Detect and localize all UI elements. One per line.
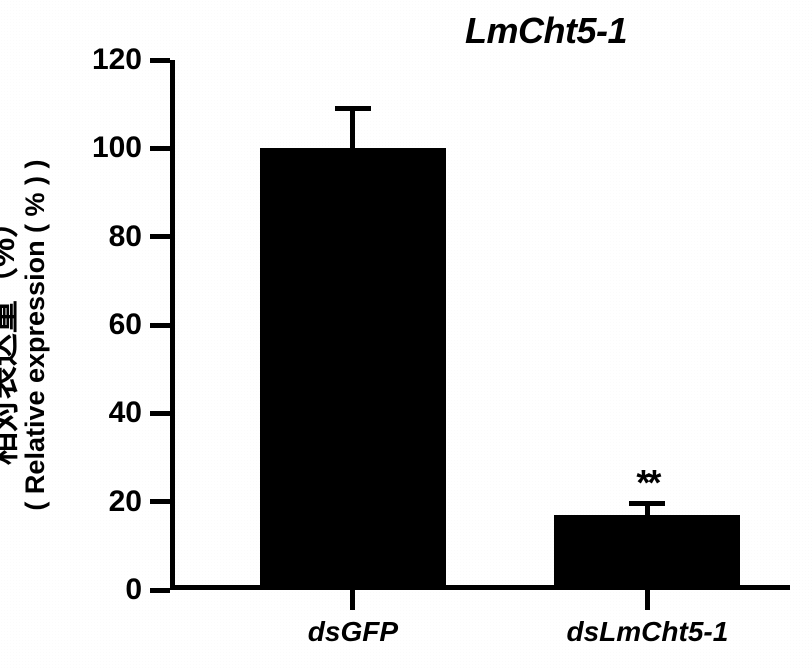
bar xyxy=(554,515,740,590)
y-tick-label: 20 xyxy=(72,485,142,519)
y-axis-label-en: ( Relative expression ( % ) ) xyxy=(21,85,51,585)
x-tick xyxy=(350,590,355,610)
y-tick xyxy=(150,411,170,416)
y-tick xyxy=(150,499,170,504)
error-bar-cap xyxy=(335,106,371,111)
y-tick xyxy=(150,323,170,328)
x-tick-label: dsLmCht5-1 xyxy=(566,616,728,648)
y-tick-label: 60 xyxy=(72,308,142,342)
y-tick-label: 100 xyxy=(72,131,142,165)
chart-title: LmCht5-1 xyxy=(465,10,627,52)
y-axis-label-group: 相对表达量（%） ( Relative expression ( % ) ) xyxy=(0,85,51,585)
y-axis-line xyxy=(170,60,175,590)
y-tick-label: 40 xyxy=(72,396,142,430)
y-tick-label: 80 xyxy=(72,220,142,254)
error-bar-stem xyxy=(350,109,355,149)
y-axis-label-cn: 相对表达量（%） xyxy=(0,85,21,585)
x-tick-label: dsGFP xyxy=(308,616,398,648)
y-tick-label: 0 xyxy=(72,573,142,607)
y-tick xyxy=(150,234,170,239)
significance-mark: ** xyxy=(636,462,658,504)
bar xyxy=(260,148,446,590)
bar-chart: LmCht5-1 相对表达量（%） ( Relative expression … xyxy=(0,0,812,669)
y-tick xyxy=(150,146,170,151)
y-tick xyxy=(150,588,170,593)
y-tick-label: 120 xyxy=(72,43,142,77)
y-tick xyxy=(150,58,170,63)
plot-area: 020406080100120dsGFPdsLmCht5-1** xyxy=(170,60,790,590)
x-tick xyxy=(645,590,650,610)
